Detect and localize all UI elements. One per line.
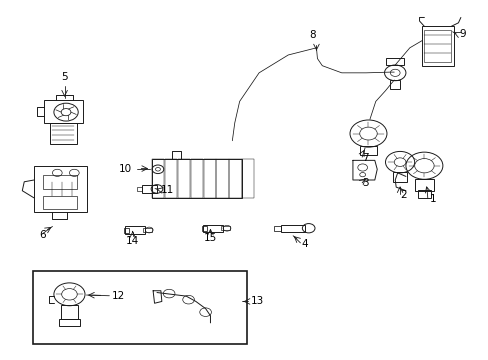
Bar <box>203 225 222 232</box>
Text: 2: 2 <box>399 190 406 201</box>
Text: 10: 10 <box>118 163 131 174</box>
Bar <box>273 226 281 231</box>
Bar <box>125 226 144 234</box>
Text: 8: 8 <box>308 30 315 40</box>
Bar <box>142 185 157 193</box>
Bar <box>190 158 203 198</box>
Bar <box>152 158 242 198</box>
Text: 7: 7 <box>362 153 368 163</box>
Text: 3: 3 <box>362 178 368 188</box>
Text: 1: 1 <box>429 194 436 204</box>
Bar <box>123 228 128 233</box>
Text: 15: 15 <box>203 233 217 243</box>
Text: 6: 6 <box>40 230 46 240</box>
Bar <box>34 166 87 212</box>
Bar <box>164 158 177 198</box>
Bar <box>359 147 376 156</box>
Bar <box>229 158 241 198</box>
Text: 11: 11 <box>161 185 174 195</box>
Text: 5: 5 <box>61 72 68 82</box>
Bar <box>42 175 77 189</box>
Bar <box>421 26 453 66</box>
Bar <box>389 80 399 89</box>
Bar <box>216 158 228 198</box>
Bar <box>281 225 305 232</box>
Bar <box>152 158 164 198</box>
Bar <box>61 305 78 319</box>
Bar <box>44 100 83 123</box>
Text: 12: 12 <box>112 292 125 301</box>
Bar <box>33 271 246 344</box>
Text: 4: 4 <box>301 239 308 249</box>
Bar <box>414 179 433 191</box>
Bar <box>221 226 229 230</box>
Bar <box>201 226 206 231</box>
Text: 14: 14 <box>126 237 139 247</box>
Bar <box>50 123 77 144</box>
Bar <box>42 196 77 208</box>
Bar <box>392 172 407 182</box>
Bar <box>136 187 142 191</box>
Bar <box>424 30 450 62</box>
Text: 9: 9 <box>458 29 465 39</box>
Bar <box>386 58 403 65</box>
Bar <box>203 158 215 198</box>
Bar <box>59 319 80 326</box>
Bar <box>417 190 430 198</box>
Text: 13: 13 <box>250 296 263 306</box>
Bar <box>242 158 254 198</box>
Bar <box>178 158 190 198</box>
Bar <box>143 228 152 232</box>
